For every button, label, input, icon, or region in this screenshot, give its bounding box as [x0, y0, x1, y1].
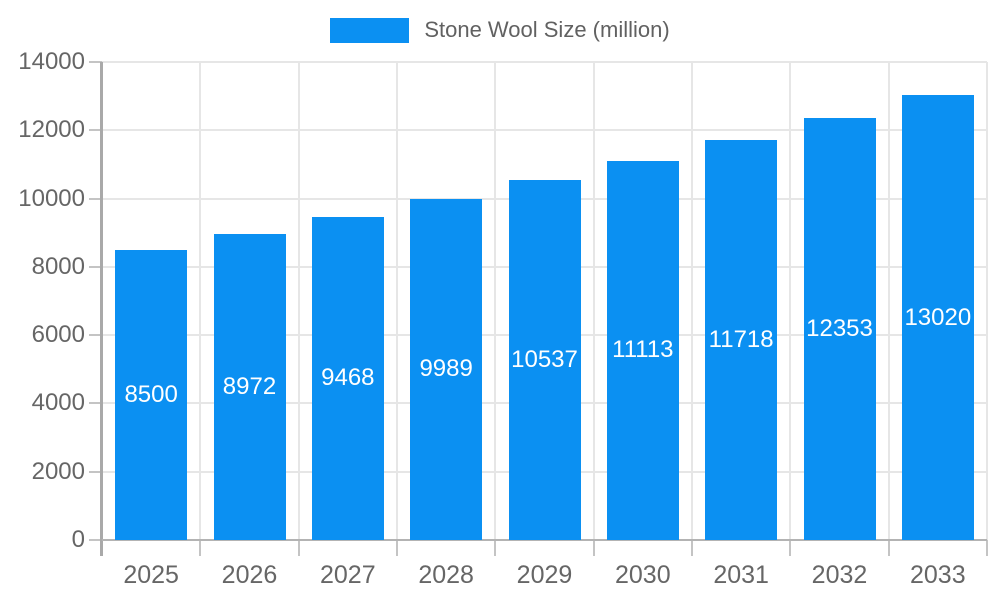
gridline-h: [102, 129, 987, 132]
gridline-v: [986, 62, 988, 540]
y-axis-label: 4000: [31, 389, 85, 417]
legend: Stone Wool Size (million): [0, 17, 1000, 43]
bar: 12353: [803, 118, 876, 540]
y-axis-tick: [89, 61, 102, 63]
bar: 11113: [606, 160, 679, 540]
bar-value-label: 9468: [321, 364, 375, 392]
gridline-v: [199, 62, 202, 540]
bar-value-label: 8972: [222, 372, 277, 400]
bar-value-label: 12353: [806, 315, 873, 343]
x-axis-label: 2026: [221, 561, 278, 589]
gridline-v: [789, 62, 792, 540]
gridline-v: [297, 62, 300, 540]
y-axis-line: [100, 62, 103, 556]
gridline-v: [691, 62, 693, 540]
x-axis-label: 2030: [615, 561, 671, 589]
bar: 9989: [410, 198, 483, 540]
bar: 8500: [115, 249, 188, 540]
x-axis-label: 2031: [713, 561, 769, 589]
bar-value-label: 11718: [708, 325, 774, 353]
gridline-v: [592, 62, 595, 540]
x-axis-tick: [297, 540, 300, 556]
x-axis-tick: [789, 540, 792, 556]
x-axis-label: 2025: [123, 561, 179, 589]
bar-value-label: 10537: [511, 346, 578, 374]
y-axis-tick: [89, 402, 102, 405]
x-axis-tick: [986, 540, 988, 556]
y-axis-tick: [89, 197, 102, 200]
y-axis-label: 0: [71, 526, 85, 553]
x-axis-line: [102, 539, 987, 541]
bar: 8972: [213, 233, 286, 540]
x-axis-label: 2027: [320, 561, 376, 589]
x-axis-label: 2028: [418, 561, 474, 589]
y-axis-tick: [89, 539, 102, 541]
x-axis-label: 2029: [516, 561, 573, 589]
x-axis-label: 2033: [910, 561, 966, 589]
bar-value-label: 13020: [904, 303, 972, 331]
x-axis-tick: [396, 540, 398, 556]
y-axis-tick: [89, 470, 102, 473]
bar: 11718: [705, 139, 778, 540]
x-axis-tick: [887, 540, 890, 556]
y-axis-tick: [89, 265, 102, 268]
gridline-h: [102, 61, 987, 63]
legend-label: Stone Wool Size (million): [424, 17, 670, 42]
y-axis-tick: [89, 334, 102, 337]
gridline-v: [494, 62, 497, 540]
y-axis-label: 14000: [18, 48, 85, 75]
x-axis-tick: [494, 540, 497, 556]
gridline-v: [396, 62, 398, 540]
y-axis-label: 6000: [31, 321, 85, 349]
x-axis-tick: [592, 540, 595, 556]
bar-value-label: 8500: [124, 380, 178, 408]
x-axis-tick: [199, 540, 202, 556]
gridline-v: [887, 62, 890, 540]
bar: 13020: [901, 95, 974, 540]
legend-swatch-icon: [330, 17, 410, 43]
y-axis-label: 2000: [31, 457, 85, 485]
bar-value-label: 9989: [419, 355, 473, 383]
x-axis-tick: [691, 540, 693, 556]
y-axis-label: 10000: [18, 184, 85, 212]
x-axis-label: 2032: [811, 561, 868, 589]
y-axis-label: 12000: [18, 116, 85, 144]
bar: 9468: [311, 216, 384, 540]
y-axis-label: 8000: [31, 252, 85, 280]
bar: 10537: [508, 180, 581, 540]
y-axis-tick: [89, 129, 102, 132]
bar-value-label: 11113: [612, 336, 674, 364]
